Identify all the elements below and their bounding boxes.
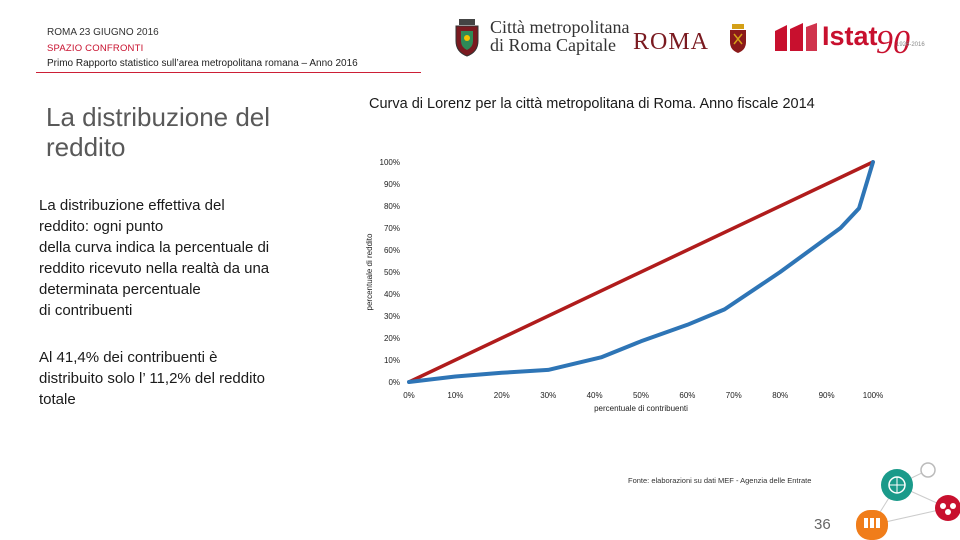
header-description: Primo Rapporto statistico sull’area metr… <box>47 58 358 69</box>
citta-metropolitana-logo: Città metropolitana di Roma Capitale <box>490 18 629 54</box>
x-tick-label: 30% <box>540 391 556 400</box>
roma-logo-text: ROMA <box>633 29 710 55</box>
page-number: 36 <box>814 516 831 533</box>
x-tick-label: 10% <box>447 391 463 400</box>
citta-metropolitana-crest-icon <box>455 19 479 57</box>
x-axis-label: percentuale di contribuenti <box>594 404 688 413</box>
slide-title: La distribuzione del reddito <box>46 102 271 162</box>
lorenz-chart: 0% 10% 20% 30% 40% 50% 60% 70% 80% 90% 100% 0% 10% 2… <box>365 158 883 413</box>
x-tick-label: 90% <box>819 391 835 400</box>
x-tick-label: 100% <box>863 391 883 400</box>
network-decoration-icon <box>856 462 960 540</box>
x-tick-label: 20% <box>494 391 510 400</box>
istat-years: 1926-2016 <box>896 42 925 48</box>
header-subtitle: SPAZIO CONFRONTI <box>47 43 144 54</box>
header-divider <box>36 72 421 73</box>
y-tick-label: 0% <box>388 378 400 387</box>
y-axis-label: percentuale di reddito <box>365 233 374 310</box>
chart-title: Curva di Lorenz per la città metropolita… <box>369 96 815 112</box>
x-tick-label: 60% <box>679 391 695 400</box>
y-tick-label: 40% <box>384 290 400 299</box>
citta-logo-line2: di Roma Capitale <box>490 35 616 55</box>
y-tick-label: 90% <box>384 180 400 189</box>
y-tick-label: 70% <box>384 224 400 233</box>
highlight-text: Al 41,4% dei contribuenti è distribuito … <box>39 349 265 408</box>
citta-logo-line1: Città metropolitana <box>490 17 630 37</box>
istat-logo-text: Istat <box>822 21 878 51</box>
x-tick-label: 40% <box>587 391 603 400</box>
x-tick-label: 0% <box>403 391 415 400</box>
series-layer <box>407 160 875 384</box>
lorenz-curve-line <box>407 160 875 384</box>
x-tick-label: 50% <box>633 391 649 400</box>
y-tick-label: 100% <box>380 158 400 167</box>
x-tick-label: 70% <box>726 391 742 400</box>
istat-mark-icon <box>775 23 817 51</box>
x-axis-ticks: 0% 10% 20% 30% 40% 50% 60% 70% 80% 90% 100% <box>403 391 883 400</box>
roma-crest-icon <box>730 24 746 53</box>
equality-line <box>407 160 875 384</box>
x-tick-label: 80% <box>772 391 788 400</box>
y-tick-label: 50% <box>384 268 400 277</box>
y-tick-label: 80% <box>384 202 400 211</box>
header-date: ROMA 23 GIUGNO 2016 <box>47 27 159 38</box>
y-tick-label: 60% <box>384 246 400 255</box>
istat-90-logo: 90 <box>876 24 910 61</box>
y-tick-label: 20% <box>384 334 400 343</box>
y-tick-label: 30% <box>384 312 400 321</box>
y-tick-label: 10% <box>384 356 400 365</box>
y-axis-ticks: 0% 10% 20% 30% 40% 50% 60% 70% 80% 90% 100% <box>380 158 400 387</box>
source-note: Fonte: elaborazioni su dati MEF - Agenzi… <box>628 476 812 485</box>
description-text: La distribuzione effettiva del reddito: … <box>39 197 270 319</box>
